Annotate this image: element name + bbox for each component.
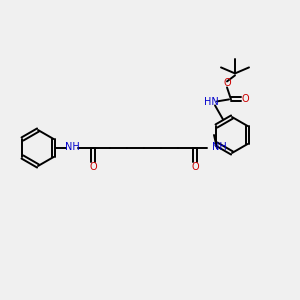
Text: NH: NH (64, 142, 80, 152)
Text: NH: NH (212, 142, 227, 152)
Text: O: O (223, 78, 231, 88)
Text: O: O (241, 94, 249, 104)
Text: O: O (191, 162, 199, 172)
Text: O: O (89, 162, 97, 172)
Text: HN: HN (204, 98, 218, 107)
